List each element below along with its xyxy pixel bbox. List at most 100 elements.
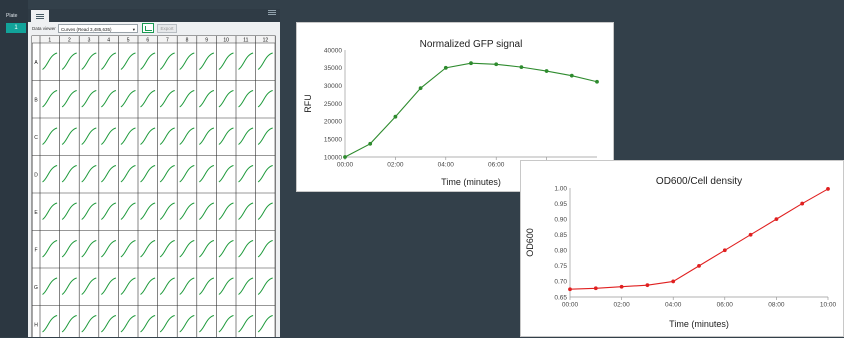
well-curve: [42, 165, 58, 183]
well-curve: [179, 127, 195, 145]
y-tick-label: 10000: [324, 154, 342, 161]
well-curve: [42, 127, 58, 145]
data-point: [569, 73, 574, 78]
well-curve: [42, 52, 58, 70]
x-tick-label: 00:00: [562, 302, 579, 309]
well-curve: [198, 240, 215, 258]
well-curve: [179, 202, 195, 220]
plate-row-label: H: [34, 322, 38, 328]
plate-column-label: 1: [48, 37, 51, 43]
x-tick-label: 04:00: [438, 162, 455, 169]
well-curve: [42, 90, 58, 108]
well-curve: [238, 127, 254, 145]
well-curve: [238, 165, 254, 183]
well-curve: [120, 90, 136, 108]
plate-column-label: 9: [205, 37, 208, 43]
plate-row-label: A: [34, 60, 38, 66]
grid-view-tab[interactable]: [31, 10, 49, 22]
x-axis-label: Time (minutes): [669, 319, 729, 329]
well-curve: [81, 202, 97, 220]
plate-row-label: D: [34, 172, 38, 178]
y-tick-label: 0.85: [554, 232, 567, 239]
export-button[interactable]: Export: [157, 24, 177, 33]
y-tick-label: 0.95: [554, 201, 567, 208]
well-curve: [257, 277, 273, 295]
data-point: [800, 201, 805, 206]
data-point: [826, 187, 830, 191]
plate-border: [31, 35, 276, 337]
well-curve: [257, 127, 273, 145]
x-tick-label: 02:00: [387, 162, 404, 169]
well-curve: [42, 315, 58, 333]
chart-title: Normalized GFP signal: [420, 39, 523, 50]
well-curve: [81, 90, 97, 108]
data-view-select-value: Curves (Read 3,485,635): [61, 27, 112, 32]
y-tick-label: 35000: [324, 65, 342, 72]
well-curve: [140, 52, 156, 70]
data-point: [774, 217, 779, 222]
data-point: [418, 86, 423, 91]
well-curve: [140, 240, 156, 258]
grid-icon: [36, 13, 44, 19]
well-curve: [81, 315, 97, 333]
well-curve: [61, 240, 77, 258]
well-curve: [81, 165, 97, 183]
well-curve: [61, 315, 77, 333]
well-curve: [100, 240, 117, 258]
plate-column-label: 5: [127, 37, 130, 43]
plate-column-label: 8: [186, 37, 189, 43]
well-curve: [257, 165, 273, 183]
data-point: [697, 263, 701, 268]
well-curve: [81, 240, 97, 258]
well-curve: [140, 127, 156, 145]
data-point: [343, 155, 347, 159]
data-point: [748, 232, 753, 237]
graph-button[interactable]: [142, 23, 154, 33]
plate-column-label: 6: [146, 37, 149, 43]
x-tick-label: 02:00: [613, 302, 630, 309]
y-tick-label: 0.70: [554, 279, 567, 286]
y-tick-label: 0.65: [554, 294, 567, 301]
well-curve: [257, 52, 273, 70]
gfp-chart: Normalized GFP signal 10000 15000 20000 2500…: [303, 39, 599, 187]
plate-column-label: 10: [223, 37, 229, 43]
well-curve: [81, 127, 97, 145]
data-view-select[interactable]: Curves (Read 3,485,635) ▾: [58, 24, 138, 33]
well-curve: [159, 127, 175, 145]
well-curve: [198, 52, 215, 70]
well-curve: [198, 202, 215, 220]
well-curve: [61, 52, 77, 70]
sidebar-item-plate-1[interactable]: 1: [6, 23, 26, 33]
well-curve: [81, 277, 97, 295]
well-curve: [159, 277, 175, 295]
well-curve: [218, 277, 234, 295]
well-curve: [238, 315, 254, 333]
well-curve: [179, 165, 195, 183]
well-curve: [61, 127, 77, 145]
od-chart: OD600/Cell density 0.65 0.70 0.75 0.80 0.85 0.…: [525, 176, 837, 329]
well-curve: [42, 240, 58, 258]
well-curve: [218, 202, 234, 220]
od-chart-window[interactable]: OD600/Cell density 0.65 0.70 0.75 0.80 0.85 0.…: [520, 160, 844, 337]
well-curve: [100, 52, 117, 70]
well-curve: [257, 315, 273, 333]
y-axis-label: OD600: [525, 228, 535, 257]
y-tick-label: 0.75: [554, 263, 567, 270]
data-point: [393, 114, 398, 119]
well-curve: [198, 315, 215, 333]
data-point: [368, 141, 373, 146]
well-curve: [198, 165, 215, 183]
well-curve: [257, 202, 273, 220]
x-tick-label: 04:00: [665, 302, 682, 309]
well-curve: [120, 165, 136, 183]
x-tick-label: 08:00: [768, 302, 785, 309]
chevron-down-icon: ▾: [132, 27, 135, 32]
menu-icon[interactable]: [268, 10, 276, 15]
well-curve: [238, 90, 254, 108]
well-curve: [140, 277, 156, 295]
well-curve: [81, 52, 97, 70]
well-curve: [120, 202, 136, 220]
data-point: [443, 65, 448, 70]
series-line: [344, 62, 598, 158]
